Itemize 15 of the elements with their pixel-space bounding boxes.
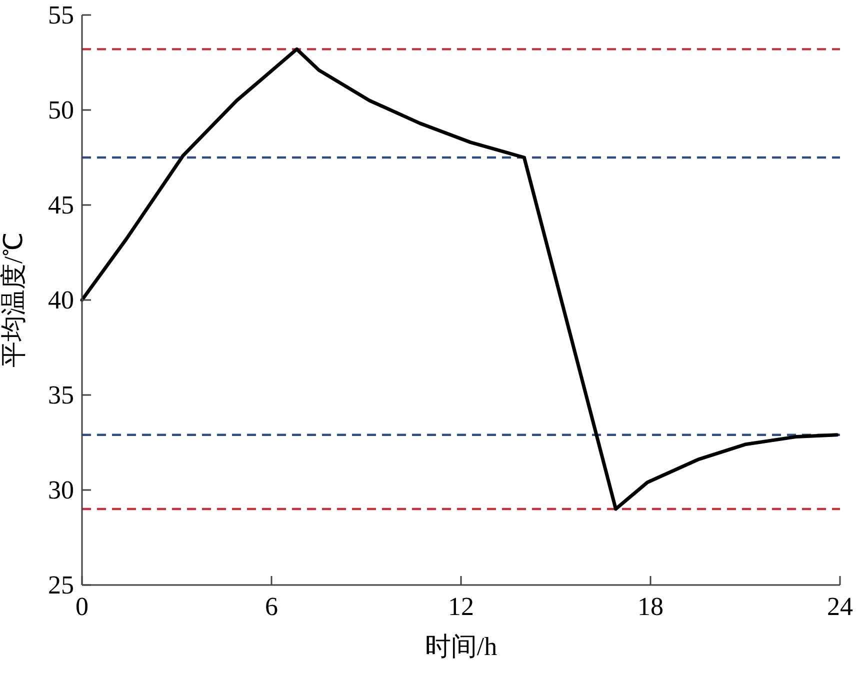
x-tick-label: 18	[638, 592, 664, 621]
x-tick-label: 6	[265, 592, 278, 621]
y-tick-label: 45	[48, 190, 74, 220]
y-tick-label: 25	[48, 570, 74, 600]
y-tick-label: 55	[48, 0, 74, 30]
y-axis-title: 平均温度/℃	[0, 232, 28, 368]
line-series	[80, 47, 839, 511]
y-tick-label: 35	[48, 380, 74, 410]
x-tick-label: 12	[448, 592, 474, 621]
x-axis-title: 时间/h	[424, 632, 498, 661]
x-tick-label: 24	[827, 592, 853, 621]
y-tick-label: 40	[48, 286, 74, 314]
x-tick-label: 0	[76, 592, 88, 621]
y-tick-label: 50	[48, 96, 74, 124]
y-tick-label: 30	[48, 476, 74, 504]
